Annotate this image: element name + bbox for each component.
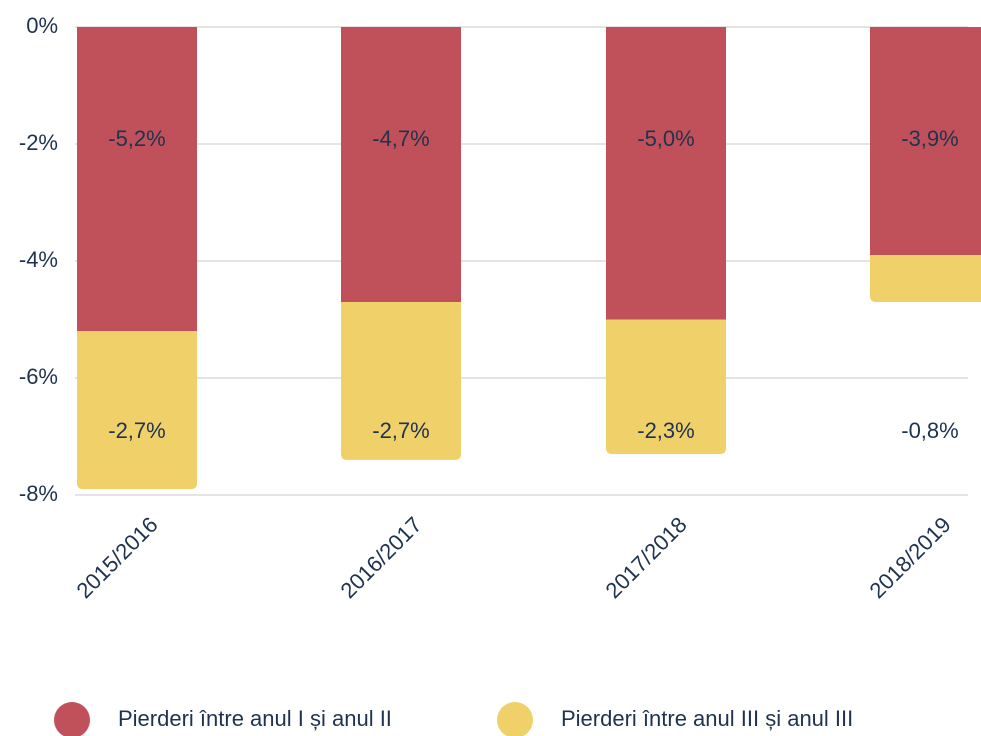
bar-segment	[341, 27, 461, 302]
x-tick-label: 2018/2019	[864, 512, 955, 603]
x-tick-label: 2016/2017	[335, 512, 426, 603]
legend-swatch	[54, 702, 90, 736]
data-label: -0,8%	[901, 418, 958, 443]
data-label: -2,3%	[637, 418, 694, 443]
data-label: -2,7%	[372, 418, 429, 443]
data-label: -5,2%	[108, 126, 165, 151]
y-tick-label: -8%	[19, 481, 58, 506]
bar-segment	[77, 331, 197, 490]
bar-segment	[606, 319, 726, 455]
data-label: -2,7%	[108, 418, 165, 443]
bar-segment	[870, 255, 981, 302]
bar-segment	[77, 27, 197, 332]
legend-swatch	[497, 702, 533, 736]
bar-segment	[870, 27, 981, 256]
legend-label: Pierderi între anul III și anul III	[561, 706, 853, 731]
data-label: -5,0%	[637, 126, 694, 151]
y-tick-label: 0%	[26, 13, 58, 38]
data-label: -3,9%	[901, 126, 958, 151]
bar-segment	[606, 27, 726, 320]
legend-label: Pierderi între anul I și anul II	[118, 706, 392, 731]
x-tick-label: 2015/2016	[71, 512, 162, 603]
data-label: -4,7%	[372, 126, 429, 151]
y-tick-label: -6%	[19, 364, 58, 389]
bar-segment	[341, 301, 461, 460]
y-tick-label: -4%	[19, 247, 58, 272]
x-tick-label: 2017/2018	[600, 512, 691, 603]
y-tick-label: -2%	[19, 130, 58, 155]
